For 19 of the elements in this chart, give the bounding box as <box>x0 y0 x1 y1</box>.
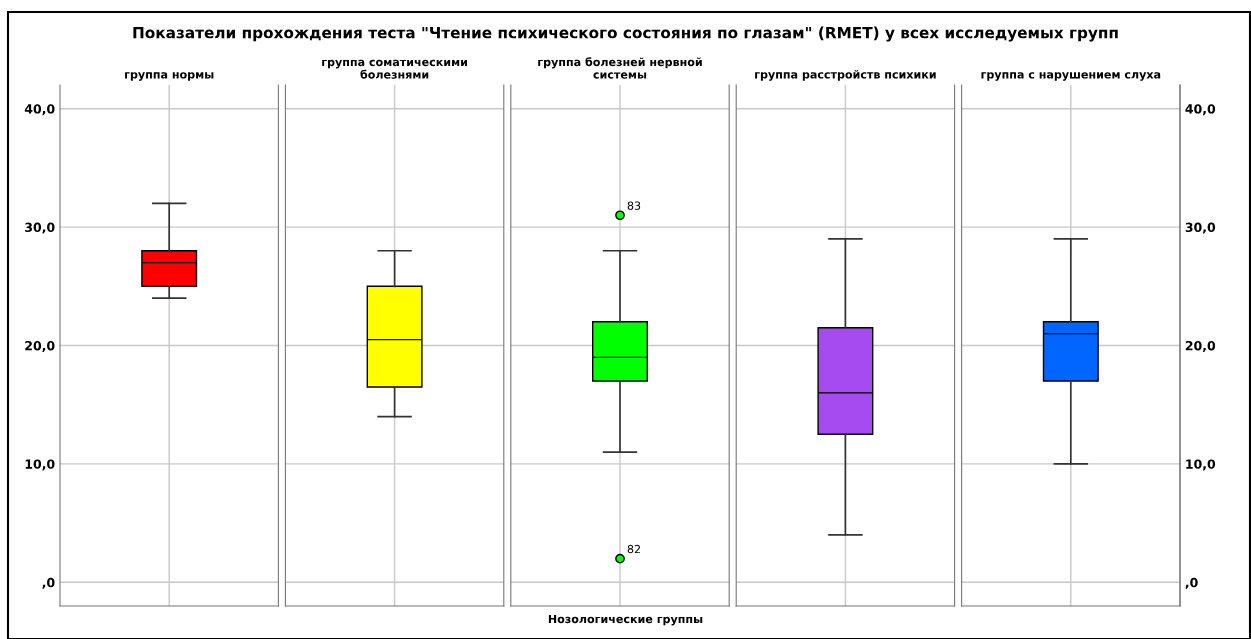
x-tick-label: группа болезней нервной системы <box>538 57 702 79</box>
x-axis-title: Нозологические группы <box>548 614 703 626</box>
annotation: 83 <box>627 201 641 210</box>
y2-tick-label: 30,0 <box>1185 222 1216 234</box>
y-tick-label: 30,0 <box>25 222 55 234</box>
y2-tick-label: 10,0 <box>1186 459 1216 471</box>
annotation: 82 <box>627 544 640 554</box>
x-tick-label: группа нормы <box>125 72 214 81</box>
chart-title: Показатели прохождения теста "Чтение психического состояния по глазам" (RMET) у всех исследуемых групп <box>133 26 1118 42</box>
y-tick-label: 10,0 <box>25 459 55 471</box>
x-tick-label: группа с нарушением слуха <box>981 72 1161 81</box>
x-tick-label: группа расстройств психики <box>755 69 936 81</box>
y2-tick-label: ,0 <box>1185 577 1198 589</box>
y2-tick-label: 40,0 <box>1185 104 1216 116</box>
y2-tick-label: 20,0 <box>1185 340 1216 353</box>
y-tick-label: ,0 <box>42 577 55 589</box>
x-tick-label: группа соматическими болезнями <box>322 59 468 79</box>
y-tick-label: 20,0 <box>25 340 55 353</box>
y-tick-label: 40,0 <box>24 104 55 116</box>
